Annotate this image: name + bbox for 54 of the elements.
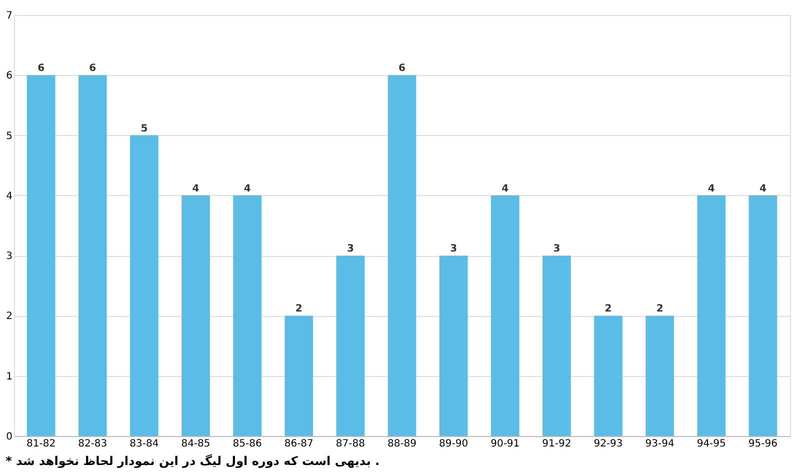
data-label: 4: [244, 183, 251, 194]
bar: [490, 195, 520, 436]
data-label: 3: [346, 244, 354, 255]
bar: [182, 195, 210, 436]
x-tick-label: 91-92: [542, 438, 572, 450]
x-tick-label: 87-88: [336, 438, 365, 450]
x-tick-label: 81-82: [26, 438, 56, 450]
bar: [130, 135, 158, 436]
data-label: 4: [502, 183, 509, 194]
data-label: 4: [759, 183, 766, 194]
text: * بدیهی است که دوره اول لیگ در این نمودار لحاظ نخواهد شد .: [6, 454, 380, 468]
bar: [26, 75, 56, 436]
x-tick-label: 83-84: [130, 438, 159, 450]
x-tick-label: 88-89: [387, 438, 417, 450]
data-label: 2: [604, 304, 612, 315]
data-label: 2: [295, 304, 302, 315]
x-tick-label: 84-85: [181, 438, 210, 450]
data-label: 6: [89, 63, 96, 74]
bar: [542, 256, 571, 436]
bar: [284, 316, 314, 436]
x-tick-label: 89-90: [439, 438, 468, 450]
data-label: 4: [192, 183, 200, 194]
y-tick-label: 3: [6, 251, 12, 262]
bar: [646, 316, 674, 436]
y-tick-label: 4: [6, 190, 12, 202]
x-tick-label: 86-87: [284, 438, 314, 450]
y-tick-label: 2: [6, 311, 12, 322]
x-tick-label: 90-91: [490, 438, 520, 450]
bar: [388, 75, 416, 436]
y-tick-label: 1: [6, 371, 12, 382]
x-tick-label: 94-95: [696, 438, 726, 450]
bar: [697, 195, 726, 436]
bar: [78, 75, 107, 436]
x-tick-label: 92-93: [594, 438, 623, 450]
data-label: 5: [140, 123, 148, 134]
y-tick-label: 5: [6, 130, 12, 142]
data-label: 6: [38, 63, 45, 74]
y-tick-label: 7: [6, 10, 12, 22]
bar: [748, 195, 778, 436]
data-label: 2: [656, 304, 664, 315]
data-label: 3: [553, 244, 560, 255]
x-tick-label: 93-94: [645, 438, 674, 450]
y-tick-label: 0: [6, 432, 12, 442]
data-label: 3: [450, 244, 458, 255]
x-tick-label: 85-86: [232, 438, 262, 450]
data-label: 4: [708, 183, 715, 194]
data-label: 6: [398, 63, 406, 74]
x-tick-label: 82-83: [78, 438, 108, 450]
x-tick-label: 95-96: [748, 438, 778, 450]
bar: [594, 316, 622, 436]
bar: [336, 256, 365, 436]
y-tick-label: 6: [6, 70, 12, 82]
bar: [439, 256, 468, 436]
bar: [233, 195, 262, 436]
